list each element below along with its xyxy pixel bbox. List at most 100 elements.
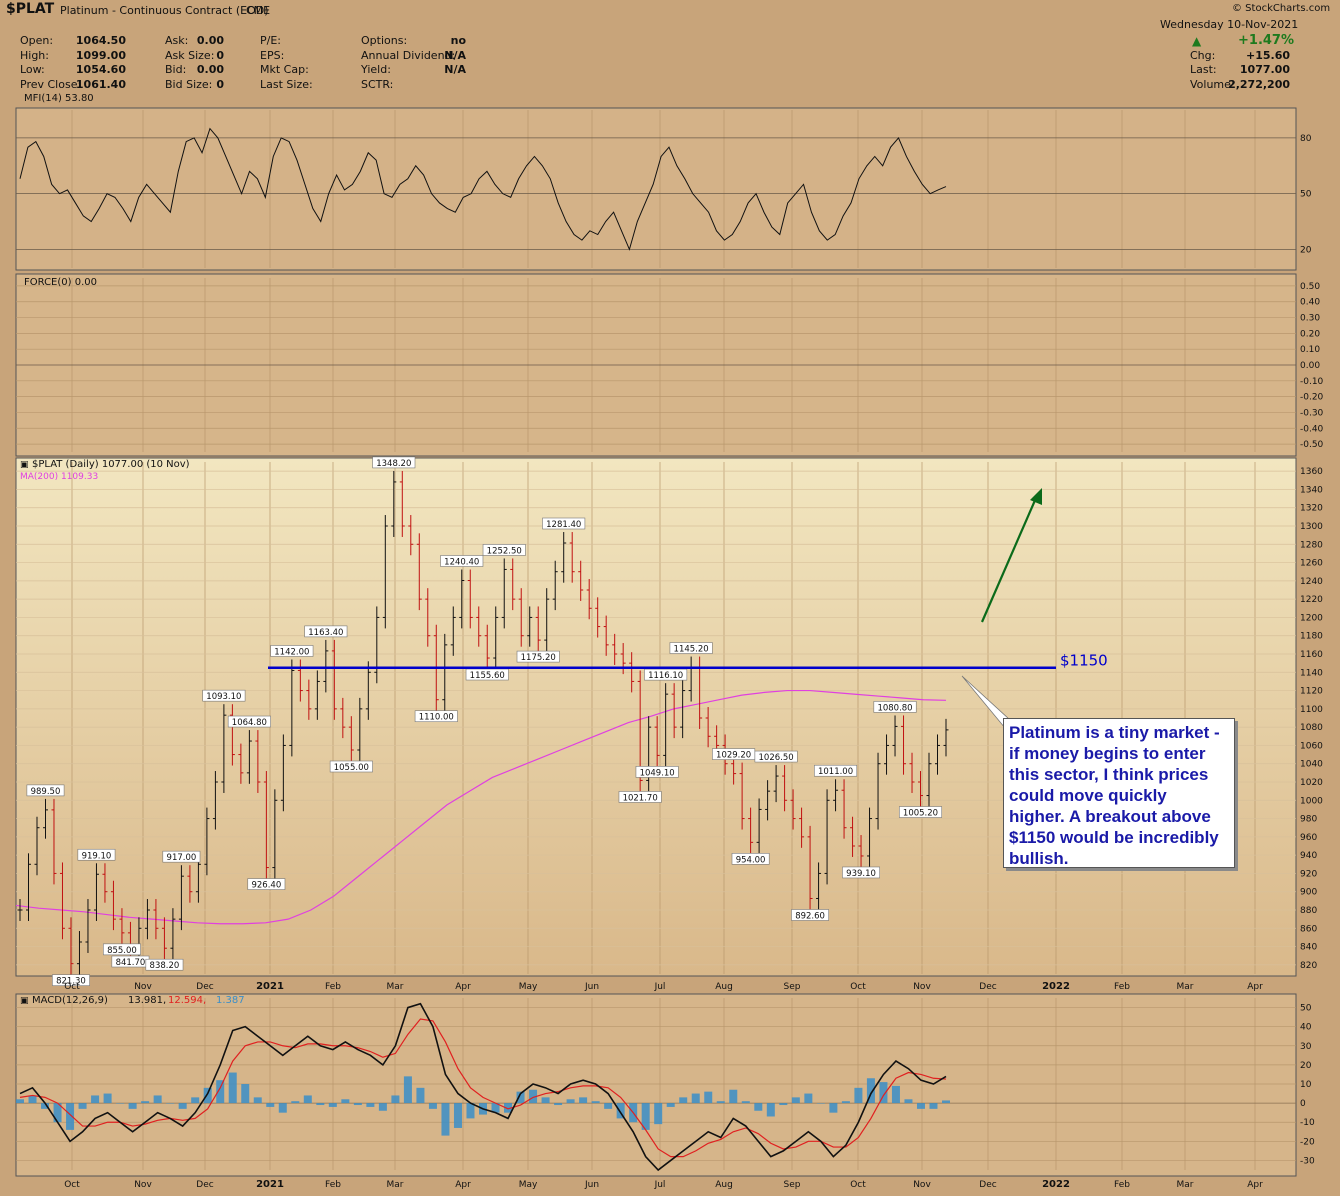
x-tick-label: Nov bbox=[134, 982, 152, 992]
x-tick-label: Apr bbox=[455, 1180, 471, 1190]
price-y-tick: 920 bbox=[1300, 869, 1317, 879]
macd-hist-bar bbox=[679, 1097, 688, 1104]
quote-label: Mkt Cap: bbox=[260, 63, 309, 76]
quote-value: 0 bbox=[216, 48, 224, 62]
price-y-tick: 1240 bbox=[1300, 577, 1323, 587]
price-label-box bbox=[644, 668, 688, 681]
price-y-tick: 900 bbox=[1300, 888, 1317, 898]
mfi-y-tick: 20 bbox=[1300, 245, 1312, 255]
macd-hist-bar bbox=[266, 1103, 275, 1107]
price-label: 1026.50 bbox=[759, 753, 794, 763]
macd-hist-bar bbox=[804, 1093, 813, 1104]
price-label: 838.20 bbox=[150, 961, 180, 971]
x-tick-label: Nov bbox=[134, 1180, 152, 1190]
macd-hist-bar bbox=[879, 1082, 888, 1104]
mfi-y-tick: 80 bbox=[1300, 134, 1312, 144]
macd-hist-bar bbox=[153, 1095, 162, 1104]
quote-value: 0 bbox=[216, 77, 224, 91]
price-label: 1348.20 bbox=[376, 459, 411, 469]
macd-hist-bar bbox=[704, 1091, 713, 1104]
quote-label: Last Size: bbox=[260, 77, 313, 91]
macd-hist-value: 1.387 bbox=[216, 995, 245, 1006]
macd-hist-bar bbox=[942, 1100, 950, 1104]
instrument-name: Platinum - Continuous Contract (EOD) bbox=[60, 4, 269, 17]
macd-label: MACD(12,26,9) bbox=[32, 995, 108, 1006]
force-y-tick: 0.50 bbox=[1300, 282, 1320, 292]
macd-hist-bar bbox=[366, 1103, 375, 1107]
price-y-tick: 1080 bbox=[1300, 723, 1323, 733]
price-label: 1064.80 bbox=[232, 718, 267, 728]
macd-hist-bar bbox=[591, 1101, 600, 1104]
macd-hist-bar bbox=[516, 1091, 525, 1104]
quote-value: 1054.60 bbox=[75, 63, 126, 76]
price-label: 1175.20 bbox=[521, 653, 556, 663]
x-tick-label: Apr bbox=[455, 982, 471, 992]
price-label: 1080.80 bbox=[877, 703, 912, 713]
macd-hist-bar bbox=[303, 1095, 312, 1104]
macd-hist-bar bbox=[28, 1095, 37, 1104]
change-percent: +1.47% bbox=[1238, 33, 1294, 48]
macd-hist-bar bbox=[716, 1101, 725, 1104]
quote-value: 1077.00 bbox=[1239, 63, 1290, 76]
macd-hist-bar bbox=[654, 1103, 663, 1125]
price-label: 1145.20 bbox=[674, 645, 709, 655]
force-y-tick: -0.30 bbox=[1300, 408, 1324, 418]
macd-hist-bar bbox=[854, 1087, 863, 1104]
price-label-box bbox=[52, 974, 90, 986]
price-label-box bbox=[731, 853, 770, 865]
price-label: 1021.70 bbox=[623, 793, 658, 803]
macd-hist-bar bbox=[141, 1101, 150, 1104]
macd-hist-bar bbox=[391, 1095, 400, 1104]
x-tick-label: Aug bbox=[715, 982, 733, 992]
macd-y-tick: 10 bbox=[1300, 1080, 1312, 1090]
macd-hist-bar bbox=[829, 1103, 838, 1113]
price-label: 1116.10 bbox=[648, 671, 683, 681]
price-label: 989.50 bbox=[31, 787, 61, 797]
macd-hist-bar bbox=[116, 1103, 125, 1104]
force-y-tick: -0.40 bbox=[1300, 424, 1324, 434]
macd-value: 13.981, bbox=[128, 995, 166, 1006]
price-label-box bbox=[754, 750, 798, 763]
price-y-tick: 960 bbox=[1300, 833, 1317, 843]
price-label-title: $PLAT (Daily) 1077.00 (10 Nov) bbox=[32, 459, 190, 470]
price-label: 1049.10 bbox=[640, 768, 675, 778]
macd-hist-bar bbox=[453, 1103, 462, 1128]
macd-hist-bar bbox=[616, 1103, 625, 1119]
price-y-tick: 880 bbox=[1300, 906, 1317, 916]
macd-hist-bar bbox=[841, 1101, 850, 1104]
price-legend-icon: ▣ bbox=[20, 460, 29, 470]
macd-hist-bar bbox=[53, 1103, 62, 1123]
x-tick-label: Feb bbox=[1114, 982, 1130, 992]
macd-hist-bar bbox=[741, 1101, 750, 1104]
macd-y-tick: -20 bbox=[1300, 1137, 1315, 1147]
price-label-box bbox=[77, 848, 116, 861]
price-label: 917.00 bbox=[167, 853, 197, 863]
macd-hist-bar bbox=[203, 1087, 212, 1104]
macd-hist-bar bbox=[791, 1097, 800, 1104]
price-y-tick: 1140 bbox=[1300, 668, 1323, 678]
force-label: FORCE(0) 0.00 bbox=[24, 277, 97, 288]
price-label: 1281.40 bbox=[546, 520, 581, 530]
price-label: 1011.00 bbox=[818, 767, 853, 777]
force-y-tick: -0.20 bbox=[1300, 393, 1324, 403]
macd-hist-bar bbox=[491, 1103, 500, 1113]
support-label: $1150 bbox=[1060, 652, 1108, 670]
x-tick-label: Aug bbox=[715, 1180, 733, 1190]
macd-y-tick: -10 bbox=[1300, 1118, 1315, 1128]
mfi-y-tick: 50 bbox=[1300, 190, 1312, 200]
x-tick-label: Mar bbox=[1177, 1180, 1194, 1190]
x-tick-label: Apr bbox=[1247, 1180, 1263, 1190]
x-tick-label: Mar bbox=[387, 982, 404, 992]
quote-label: EPS: bbox=[260, 48, 285, 62]
macd-y-tick: 50 bbox=[1300, 1004, 1312, 1014]
macd-hist-bar bbox=[891, 1085, 900, 1104]
x-tick-label: Feb bbox=[325, 982, 341, 992]
x-tick-label: Sep bbox=[784, 1180, 801, 1190]
price-y-tick: 940 bbox=[1300, 851, 1317, 861]
macd-hist-bar bbox=[529, 1089, 538, 1104]
price-label: 855.00 bbox=[107, 946, 137, 956]
macd-hist-bar bbox=[328, 1103, 337, 1107]
price-label: 821.30 bbox=[56, 977, 86, 987]
